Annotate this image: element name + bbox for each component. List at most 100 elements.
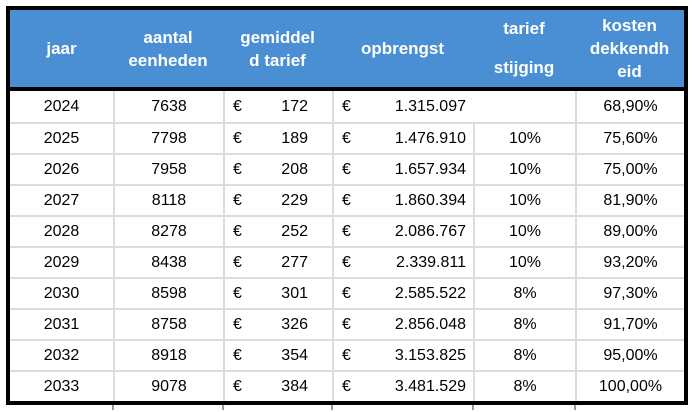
cell-aantal-eenheden: 8438 (113, 246, 223, 277)
cell-kosten-dekkendheid: 91,70% (575, 308, 684, 339)
gridline-stub (472, 405, 474, 410)
opbrengst-value: 3.481.529 (394, 377, 466, 395)
cell-gemiddeld-tarief: € 277 (223, 246, 332, 277)
opbrengst-value: 1.860.394 (394, 191, 466, 209)
euro-sign: € (342, 160, 351, 178)
header-label: dekkendh (589, 39, 670, 58)
euro-sign: € (233, 315, 242, 333)
column-header-jaar: jaar (10, 10, 113, 87)
cell-aantal-eenheden: 8598 (113, 277, 223, 308)
header-label: opbrengst (360, 39, 445, 58)
cell-aantal-eenheden: 7798 (113, 122, 223, 153)
cell-jaar: 2033 (10, 370, 113, 401)
euro-sign: € (342, 129, 351, 147)
cell-kosten-dekkendheid: 75,60% (575, 122, 684, 153)
cell-jaar: 2030 (10, 277, 113, 308)
cell-opbrengst: € 3.481.529 (332, 370, 473, 401)
cell-gemiddeld-tarief: € 172 (223, 91, 332, 122)
cell-aantal-eenheden: 8278 (113, 215, 223, 246)
euro-sign: € (342, 97, 351, 115)
gridline-stub (574, 405, 576, 410)
cell-aantal-eenheden: 8758 (113, 308, 223, 339)
gridline-stub (222, 405, 224, 410)
opbrengst-value: 2.339.811 (396, 253, 466, 271)
euro-sign: € (342, 377, 351, 395)
tarief-value: 384 (281, 377, 308, 395)
column-header-opbrengst: opbrengst (332, 10, 473, 87)
cell-aantal-eenheden: 7638 (113, 91, 223, 122)
header-label: gemiddel (240, 27, 315, 47)
header-label: kosten (602, 16, 657, 35)
cell-kosten-dekkendheid: 93,20% (575, 246, 684, 277)
cell-kosten-dekkendheid: 68,90% (575, 91, 684, 122)
euro-sign: € (233, 377, 242, 395)
header-label: jaar (46, 39, 77, 58)
cell-aantal-eenheden: 7958 (113, 153, 223, 184)
header-label: tarief (503, 19, 545, 38)
cell-tarief-stijging (473, 91, 575, 122)
tarief-value: 277 (281, 253, 308, 271)
tarief-value: 189 (281, 129, 308, 147)
tarief-value: 172 (281, 97, 308, 115)
opbrengst-value: 2.585.522 (394, 284, 466, 302)
gridline-stub (112, 405, 114, 410)
cell-gemiddeld-tarief: € 354 (223, 339, 332, 370)
cell-tarief-stijging: 10% (473, 246, 575, 277)
cell-gemiddeld-tarief: € 384 (223, 370, 332, 401)
column-header-tarief-stijging: tarief stijging (473, 10, 575, 87)
cell-tarief-stijging: 8% (473, 370, 575, 401)
cell-aantal-eenheden: 9078 (113, 370, 223, 401)
euro-sign: € (342, 191, 351, 209)
header-divider (10, 87, 684, 91)
cell-tarief-stijging: 10% (473, 153, 575, 184)
cell-gemiddeld-tarief: € 301 (223, 277, 332, 308)
cell-aantal-eenheden: 8118 (113, 184, 223, 215)
tarief-value: 354 (281, 346, 308, 364)
euro-sign: € (233, 346, 242, 364)
euro-sign: € (233, 160, 242, 178)
cell-jaar: 2026 (10, 153, 113, 184)
cell-opbrengst: € 1.860.394 (332, 184, 473, 215)
column-header-gemiddeld-tarief: gemiddel d tarief (223, 10, 332, 87)
cell-jaar: 2029 (10, 246, 113, 277)
tarief-value: 208 (281, 160, 308, 178)
cell-gemiddeld-tarief: € 208 (223, 153, 332, 184)
cell-jaar: 2027 (10, 184, 113, 215)
opbrengst-value: 3.153.825 (394, 346, 466, 364)
euro-sign: € (342, 253, 351, 271)
cell-kosten-dekkendheid: 75,00% (575, 153, 684, 184)
cell-gemiddeld-tarief: € 229 (223, 184, 332, 215)
euro-sign: € (233, 129, 242, 147)
euro-sign: € (342, 222, 351, 240)
tarief-value: 326 (281, 315, 308, 333)
cell-jaar: 2025 (10, 122, 113, 153)
cell-tarief-stijging: 8% (473, 277, 575, 308)
euro-sign: € (233, 253, 242, 271)
cell-gemiddeld-tarief: € 189 (223, 122, 332, 153)
cell-jaar: 2032 (10, 339, 113, 370)
cell-gemiddeld-tarief: € 326 (223, 308, 332, 339)
tariff-projection-table: jaar aantal eenheden gemiddel d tarief o… (6, 6, 688, 405)
gridline-stub (331, 405, 333, 410)
euro-sign: € (233, 97, 242, 115)
header-label: d tarief (249, 50, 306, 70)
euro-sign: € (342, 315, 351, 333)
tarief-value: 229 (281, 191, 308, 209)
tarief-value: 252 (281, 222, 308, 240)
cell-opbrengst: € 2.585.522 (332, 277, 473, 308)
cell-tarief-stijging: 10% (473, 215, 575, 246)
cell-opbrengst: € 3.153.825 (332, 339, 473, 370)
euro-sign: € (233, 284, 242, 302)
cell-tarief-stijging: 8% (473, 339, 575, 370)
cell-tarief-stijging: 10% (473, 122, 575, 153)
euro-sign: € (233, 191, 242, 209)
cell-opbrengst: € 1.315.097 (332, 91, 473, 122)
opbrengst-value: 1.315.097 (394, 97, 466, 115)
cell-tarief-stijging: 8% (473, 308, 575, 339)
column-header-kosten-dekkendheid: kosten dekkendh eid (575, 10, 684, 87)
opbrengst-value: 2.086.767 (394, 222, 466, 240)
euro-sign: € (342, 284, 351, 302)
header-label: stijging (493, 58, 555, 77)
cell-aantal-eenheden: 8918 (113, 339, 223, 370)
